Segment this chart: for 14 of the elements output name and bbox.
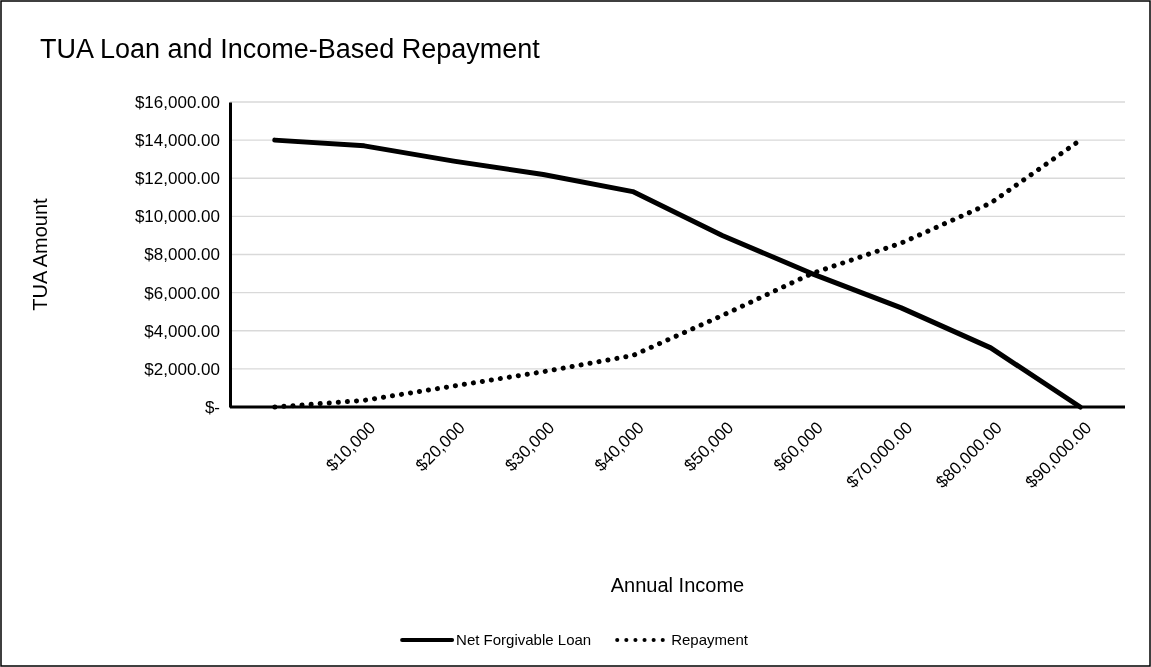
y-tick-label: $- — [204, 397, 220, 417]
y-tick-label: $14,000.00 — [134, 131, 220, 151]
x-axis-title: Annual Income — [610, 574, 745, 596]
y-tick-label: $12,000.00 — [134, 169, 220, 189]
y-tick-label: $6,000.00 — [144, 283, 220, 303]
y-tick-label: $8,000.00 — [144, 245, 220, 265]
y-tick-label: $10,000.00 — [134, 207, 220, 227]
y-tick-label: $4,000.00 — [144, 321, 220, 341]
legend-label: Repayment — [671, 631, 749, 648]
y-tick-label: $16,000.00 — [134, 92, 220, 112]
y-tick-label: $2,000.00 — [144, 359, 220, 379]
legend-label: Net Forgivable Loan — [456, 631, 592, 648]
chart-title: TUA Loan and Income-Based Repayment — [40, 34, 541, 64]
y-axis-title: TUA Amount — [29, 197, 51, 311]
